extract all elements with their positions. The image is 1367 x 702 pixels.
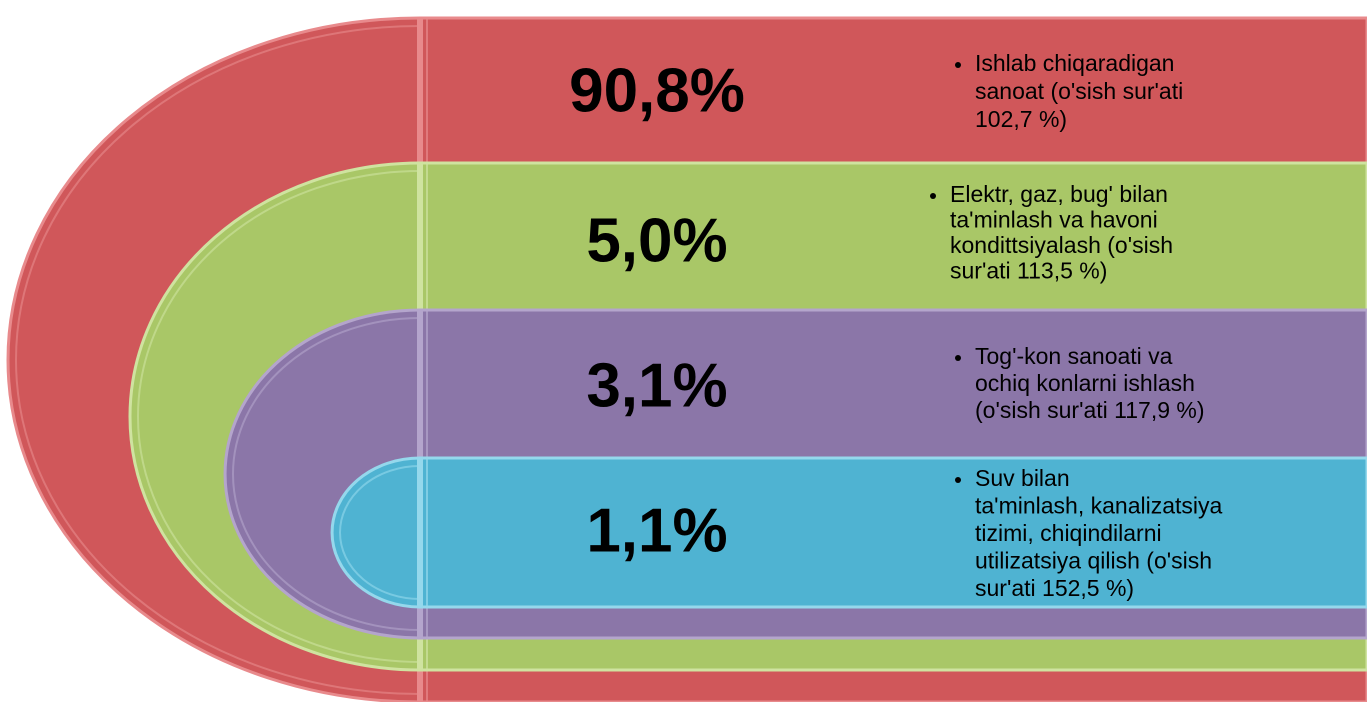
description-line: ta'minlash va havoni: [950, 207, 1158, 233]
description-line: sur'ati 152,5 %): [975, 575, 1134, 601]
band-inner-edge: [15, 25, 421, 695]
description-line: Suv bilan: [975, 465, 1070, 491]
description-line: Ishlab chiqaradigan: [975, 50, 1174, 76]
description-line: utilizatsiya qilish (o'sish: [975, 548, 1212, 574]
bullet: [930, 193, 936, 199]
band-inner-edge: [339, 465, 421, 600]
description-line: ta'minlash, kanalizatsiya: [975, 493, 1222, 519]
bullet: [955, 62, 961, 68]
band-shape: [330, 456, 1367, 609]
percent-value: 3,1%: [586, 351, 727, 420]
percent-value: 1,1%: [586, 496, 727, 565]
description-line: sur'ati 113,5 %): [950, 258, 1107, 284]
description-line: tizimi, chiqindilarni: [975, 520, 1162, 546]
band-inner-edge: [232, 317, 421, 631]
bullet: [955, 477, 961, 483]
description-line: sanoat (o'sish sur'ati: [975, 78, 1183, 104]
description-line: 102,7 %): [975, 106, 1067, 132]
percent-value: 5,0%: [586, 206, 727, 275]
description-line: Tog'-kon sanoati va: [975, 343, 1173, 369]
description-line: ochiq konlarni ishlash: [975, 370, 1195, 396]
bullet: [955, 355, 961, 361]
percent-value: 90,8%: [569, 56, 745, 125]
description-line: Elektr, gaz, bug' bilan: [950, 181, 1168, 207]
band-inner-edge: [137, 170, 421, 663]
description-line: kondittsiyalash (o'sish: [950, 232, 1173, 258]
description-line: (o'sish sur'ati 117,9 %): [975, 397, 1205, 423]
